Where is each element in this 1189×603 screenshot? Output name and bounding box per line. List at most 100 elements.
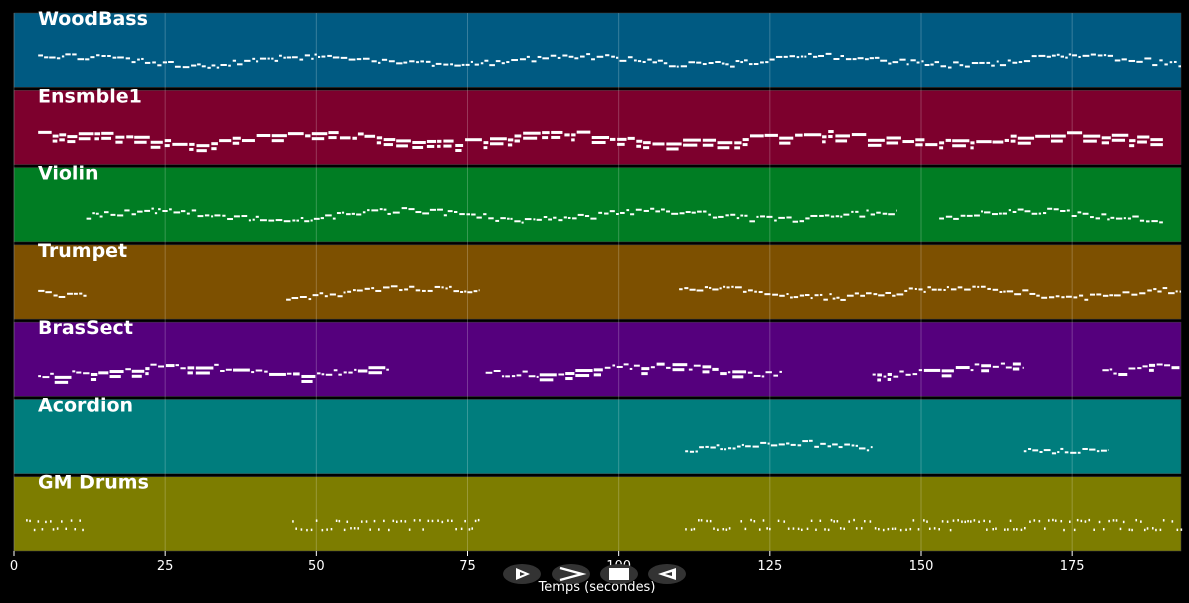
note [514, 220, 521, 223]
note [721, 62, 725, 65]
drum-hit [26, 519, 28, 522]
note [131, 374, 142, 378]
drum-hit [431, 519, 434, 523]
drum-hit [52, 528, 55, 531]
note [1050, 134, 1066, 138]
note [150, 145, 161, 149]
note [214, 363, 219, 366]
note [1131, 293, 1138, 296]
note [702, 138, 717, 142]
play-button[interactable] [503, 564, 541, 584]
drum-hit [477, 518, 480, 522]
note [283, 220, 291, 223]
note [1111, 138, 1125, 142]
drum-hit [392, 519, 395, 523]
note [790, 443, 796, 446]
note [1110, 216, 1115, 219]
drum-hit [1015, 528, 1018, 531]
note [1072, 54, 1077, 57]
note [241, 139, 255, 143]
note [172, 142, 188, 146]
note [1164, 63, 1168, 66]
note [548, 218, 553, 221]
note [1012, 367, 1020, 371]
note [855, 444, 858, 447]
note [836, 296, 840, 299]
note [803, 133, 822, 137]
note [732, 375, 744, 379]
drum-hit [1115, 519, 1118, 522]
note [636, 139, 643, 143]
note [301, 374, 316, 378]
note [507, 217, 510, 220]
track-name-label: WoodBass [38, 8, 148, 30]
note [977, 285, 980, 288]
note [650, 207, 655, 210]
drum-hit [61, 520, 63, 523]
note [379, 208, 383, 211]
note [689, 288, 696, 291]
drum-hit [792, 527, 795, 530]
note [629, 367, 633, 370]
note [1089, 293, 1096, 296]
note [1048, 296, 1055, 299]
note [274, 59, 279, 62]
drum-hit [1143, 528, 1146, 532]
note [42, 376, 50, 379]
note [157, 64, 162, 67]
drum-hit [1054, 519, 1057, 522]
note [1132, 215, 1139, 218]
note [488, 217, 494, 220]
drum-hit [404, 520, 407, 523]
note [507, 138, 514, 142]
note [565, 377, 573, 381]
note [1115, 217, 1123, 220]
note [991, 213, 998, 216]
note [718, 215, 724, 218]
note [328, 131, 339, 135]
note [828, 130, 834, 134]
note [392, 211, 400, 214]
note [740, 61, 744, 64]
note [743, 59, 748, 62]
note [137, 58, 140, 61]
note [765, 61, 769, 64]
drum-hit [843, 527, 845, 531]
stop-button[interactable] [600, 564, 638, 584]
drum-hit [685, 528, 687, 531]
note [408, 208, 415, 211]
forward-button[interactable] [552, 564, 590, 584]
note [612, 364, 616, 367]
note [1000, 362, 1005, 365]
note [310, 219, 313, 222]
note [483, 146, 488, 150]
note [840, 55, 845, 58]
note [1077, 211, 1082, 214]
note [124, 209, 130, 212]
drum-hit [810, 519, 813, 522]
drum-hit [45, 520, 47, 524]
note [666, 147, 679, 151]
note [95, 212, 99, 215]
note [409, 285, 415, 288]
note [162, 61, 168, 64]
note [371, 60, 377, 63]
note [760, 61, 764, 64]
play-outline-icon [516, 568, 530, 580]
note [641, 367, 650, 371]
note [650, 366, 655, 369]
note [953, 217, 959, 220]
note [778, 443, 785, 446]
note [507, 143, 513, 147]
drum-hit [441, 520, 444, 524]
drum-hit [863, 520, 866, 523]
note [1061, 296, 1065, 299]
back-button[interactable] [648, 564, 686, 584]
note [810, 297, 813, 300]
note [228, 64, 231, 67]
drum-hit [353, 527, 356, 530]
note [699, 446, 704, 449]
drum-hit [1146, 527, 1149, 530]
note [730, 65, 735, 68]
note [896, 209, 897, 212]
